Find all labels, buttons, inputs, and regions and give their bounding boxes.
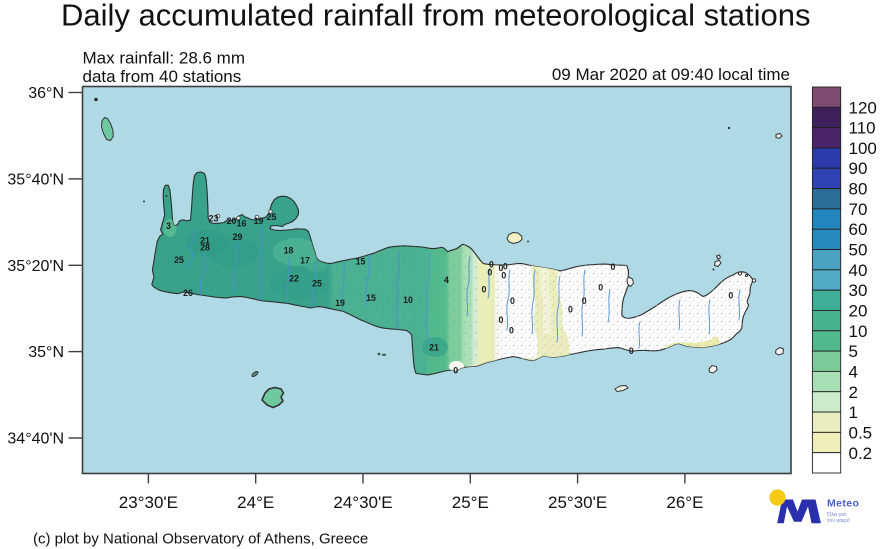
svg-text:34°40'N: 34°40'N (7, 431, 64, 448)
svg-text:0: 0 (453, 366, 458, 376)
svg-text:09 Mar 2020 at 09:40 local tim: 09 Mar 2020 at 09:40 local time (552, 65, 790, 84)
svg-text:35°40'N: 35°40'N (7, 171, 64, 188)
svg-text:90: 90 (849, 159, 868, 178)
svg-text:τον καιρό: τον καιρό (827, 517, 850, 524)
svg-text:(c) plot by National Observato: (c) plot by National Observatory of Athe… (33, 531, 368, 548)
svg-text:21: 21 (200, 236, 210, 246)
svg-text:0: 0 (728, 291, 733, 301)
svg-text:0: 0 (629, 346, 634, 356)
svg-text:4: 4 (849, 363, 858, 382)
svg-text:4: 4 (444, 275, 449, 285)
svg-text:3: 3 (166, 221, 171, 231)
svg-text:19: 19 (335, 298, 345, 308)
svg-text:100: 100 (849, 139, 877, 158)
svg-text:10: 10 (849, 322, 868, 341)
svg-text:Max rainfall: 28.6 mm: Max rainfall: 28.6 mm (83, 49, 246, 68)
svg-text:70: 70 (849, 200, 868, 219)
svg-text:25: 25 (312, 279, 322, 289)
svg-text:24°30'E: 24°30'E (333, 493, 392, 512)
svg-text:120: 120 (849, 98, 877, 117)
svg-text:23°30'E: 23°30'E (119, 493, 178, 512)
svg-text:28: 28 (200, 243, 210, 253)
svg-text:0: 0 (498, 263, 503, 273)
svg-text:data from 40 stations: data from 40 stations (83, 67, 242, 86)
svg-text:23: 23 (209, 214, 219, 224)
svg-text:0: 0 (499, 315, 504, 325)
svg-text:50: 50 (849, 241, 868, 260)
svg-text:25: 25 (267, 212, 277, 222)
svg-text:Όλα για: Όλα για (826, 512, 847, 518)
svg-text:25°E: 25°E (452, 493, 489, 512)
svg-text:15: 15 (366, 293, 376, 303)
svg-text:0.2: 0.2 (849, 444, 873, 463)
svg-text:0: 0 (509, 326, 514, 336)
svg-text:35°N: 35°N (28, 344, 64, 361)
svg-text:0: 0 (510, 296, 515, 306)
svg-text:0: 0 (568, 304, 573, 314)
svg-text:22: 22 (289, 274, 299, 284)
svg-text:36°N: 36°N (28, 85, 64, 102)
svg-text:0: 0 (487, 268, 492, 278)
svg-text:80: 80 (849, 180, 868, 199)
svg-text:10: 10 (403, 295, 413, 305)
svg-text:5: 5 (849, 342, 858, 361)
svg-text:20: 20 (227, 216, 237, 226)
svg-text:25°30'E: 25°30'E (548, 493, 607, 512)
svg-text:0: 0 (482, 285, 487, 295)
svg-text:110: 110 (849, 119, 876, 138)
svg-text:2: 2 (849, 383, 858, 402)
svg-text:0: 0 (503, 262, 508, 272)
svg-text:0: 0 (611, 262, 616, 272)
svg-text:15: 15 (356, 257, 366, 267)
svg-text:18: 18 (284, 246, 294, 256)
svg-text:24°E: 24°E (237, 493, 274, 512)
svg-text:25: 25 (174, 255, 184, 265)
svg-text:26°E: 26°E (666, 493, 703, 512)
svg-text:35°20'N: 35°20'N (7, 258, 64, 275)
svg-text:30: 30 (849, 281, 868, 300)
svg-text:21: 21 (429, 343, 439, 353)
svg-text:29: 29 (233, 232, 243, 242)
svg-text:1: 1 (849, 403, 858, 422)
svg-text:16: 16 (237, 219, 247, 229)
svg-text:60: 60 (849, 220, 868, 239)
svg-text:20: 20 (849, 302, 868, 321)
svg-text:40: 40 (849, 261, 868, 280)
svg-text:Daily accumulated rainfall fro: Daily accumulated rainfall from meteorol… (61, 0, 811, 33)
svg-text:0: 0 (598, 282, 603, 292)
svg-text:17: 17 (300, 256, 310, 266)
svg-text:0: 0 (489, 259, 494, 269)
svg-text:26: 26 (183, 288, 193, 298)
svg-text:0: 0 (582, 296, 587, 306)
svg-text:0.5: 0.5 (849, 424, 873, 443)
svg-text:19: 19 (254, 216, 264, 226)
svg-text:Meteo: Meteo (827, 498, 859, 510)
svg-text:0: 0 (501, 270, 506, 280)
